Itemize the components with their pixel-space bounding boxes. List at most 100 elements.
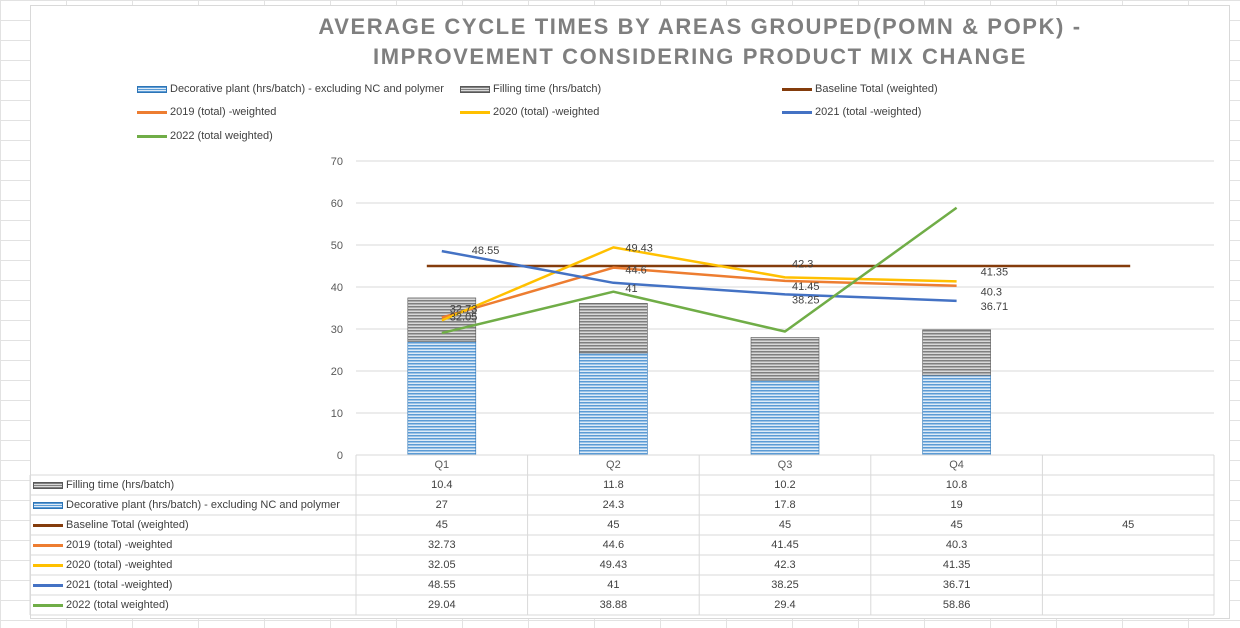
legend-label: 2019 (total) -weighted (170, 106, 277, 118)
y-tick-label: 50 (331, 240, 343, 252)
table-cell: 42.3 (774, 559, 796, 571)
table-key-swatch (33, 563, 63, 567)
series-line-1 (441, 266, 957, 319)
table-key-swatch (33, 543, 63, 547)
legend-swatch-line (460, 110, 490, 114)
table-cell (1042, 495, 1214, 515)
table-cell: 38.25 (771, 579, 799, 591)
table-key-swatch (33, 501, 63, 509)
legend-swatch-line (782, 110, 812, 114)
table-cell: 41.45 (771, 539, 799, 551)
data-label: 36.71 (981, 301, 1009, 313)
table-cell: 11.8 (603, 479, 624, 491)
table-cell: 32.05 (428, 559, 456, 571)
table-cell: 10.4 (431, 479, 453, 491)
data-label: 42.3 (792, 258, 813, 270)
table-cell: 49.43 (599, 559, 628, 571)
table-cell: 48.55 (428, 579, 456, 591)
series-line-2 (441, 246, 957, 322)
data-label: 41.45 (792, 281, 820, 293)
table-cell (1042, 555, 1214, 575)
table-cell: 40.3 (945, 539, 968, 551)
table-cell: 10.2 (774, 479, 796, 491)
table-cell: 32.73 (428, 539, 456, 551)
table-row-label: Decorative plant (hrs/batch) - excluding… (66, 499, 340, 511)
bar-decorative-plant (750, 379, 820, 456)
table-row-key: 2019 (total) -weighted (33, 535, 172, 555)
legend-swatch-gray-bar (460, 85, 490, 93)
chart-title: AVERAGE CYCLE TIMES BY AREAS GROUPED(POM… (318, 14, 1082, 69)
x-tick-label: Q3 (778, 459, 793, 471)
table-cell: 41 (607, 579, 620, 591)
table-row-key: Baseline Total (weighted) (33, 515, 189, 535)
legend-item-2022: 2022 (total weighted) (137, 129, 273, 143)
data-label: 41 (625, 283, 637, 295)
table-cell: 36.71 (942, 579, 971, 591)
bar-filling-time (750, 337, 820, 381)
table-cell: 45 (435, 519, 448, 531)
table-row-label: Baseline Total (weighted) (66, 519, 189, 531)
bar-filling-time (922, 329, 991, 376)
table-cell: 45 (778, 519, 792, 531)
table-cell (1042, 595, 1214, 615)
legend-label: 2021 (total -weighted) (815, 106, 922, 118)
table-cell: 44.6 (602, 539, 625, 551)
table-row-key: 2021 (total -weighted) (33, 575, 172, 595)
table-cell: 58.86 (942, 599, 971, 611)
table-cell: 41.35 (942, 559, 971, 571)
x-tick-label: Q1 (434, 459, 449, 471)
x-tick-label: Q2 (606, 459, 621, 471)
data-label: 44.6 (625, 265, 646, 277)
table-cell: 10.8 (945, 479, 968, 491)
table-cell: 24.3 (602, 499, 625, 511)
y-tick-label: 10 (331, 408, 343, 420)
table-row-label: 2020 (total) -weighted (66, 559, 173, 571)
bar-decorative-plant (922, 374, 991, 456)
bar-filling-time (579, 303, 648, 354)
table-key-swatch (33, 481, 63, 489)
table-cell (1042, 575, 1214, 595)
data-label: 41.35 (981, 266, 1009, 278)
data-label: 38.25 (792, 294, 820, 306)
table-cell (1042, 475, 1214, 495)
legend-label: Baseline Total (weighted) (815, 83, 938, 95)
bar-decorative-plant (579, 352, 648, 456)
table-cell: 19 (950, 499, 963, 511)
table-cell: 29.04 (428, 599, 456, 611)
table-cell: 45 (1122, 519, 1135, 531)
legend-item-baseline: Baseline Total (weighted) (782, 82, 938, 96)
legend-swatch-line (137, 110, 167, 114)
legend-swatch-line (137, 134, 167, 138)
data-label: 32.73 (450, 304, 478, 316)
y-tick-label: 20 (331, 366, 343, 378)
table-cell: 29.4 (774, 599, 796, 611)
table-cell: 45 (607, 519, 620, 531)
table-row-key: 2020 (total) -weighted (33, 555, 172, 575)
table-cell: 45 (950, 519, 963, 531)
data-label: 49.43 (625, 242, 653, 254)
table-cell: 17.8 (774, 499, 796, 511)
x-tick-label: Q4 (949, 459, 964, 471)
y-tick-label: 30 (331, 324, 343, 336)
legend-label: 2020 (total) -weighted (493, 106, 600, 118)
table-key-swatch (33, 583, 63, 587)
y-tick-label: 60 (331, 198, 343, 210)
legend-item-decorative-plant: Decorative plant (hrs/batch) - excluding… (137, 82, 444, 96)
table-row-key: Filling time (hrs/batch) (33, 475, 174, 495)
table-row-label: Filling time (hrs/batch) (66, 479, 175, 491)
table-row-label: 2022 (total weighted) (66, 599, 169, 611)
legend-item-2021: 2021 (total -weighted) (782, 105, 921, 119)
table-cell (1042, 535, 1214, 555)
data-label: 32.05 (450, 311, 478, 323)
legend-item-2019: 2019 (total) -weighted (137, 105, 276, 119)
table-key-swatch (33, 523, 63, 527)
legend-swatch-blue-bar (137, 85, 167, 93)
bar-decorative-plant (407, 341, 477, 456)
table-key-swatch (33, 603, 63, 607)
y-tick-label: 40 (331, 282, 343, 294)
legend-item-2020: 2020 (total) -weighted (460, 105, 599, 119)
legend-label: Decorative plant (hrs/batch) - excluding… (170, 83, 444, 95)
table-row-key: Decorative plant (hrs/batch) - excluding… (33, 495, 340, 515)
y-tick-label: 0 (337, 450, 343, 462)
